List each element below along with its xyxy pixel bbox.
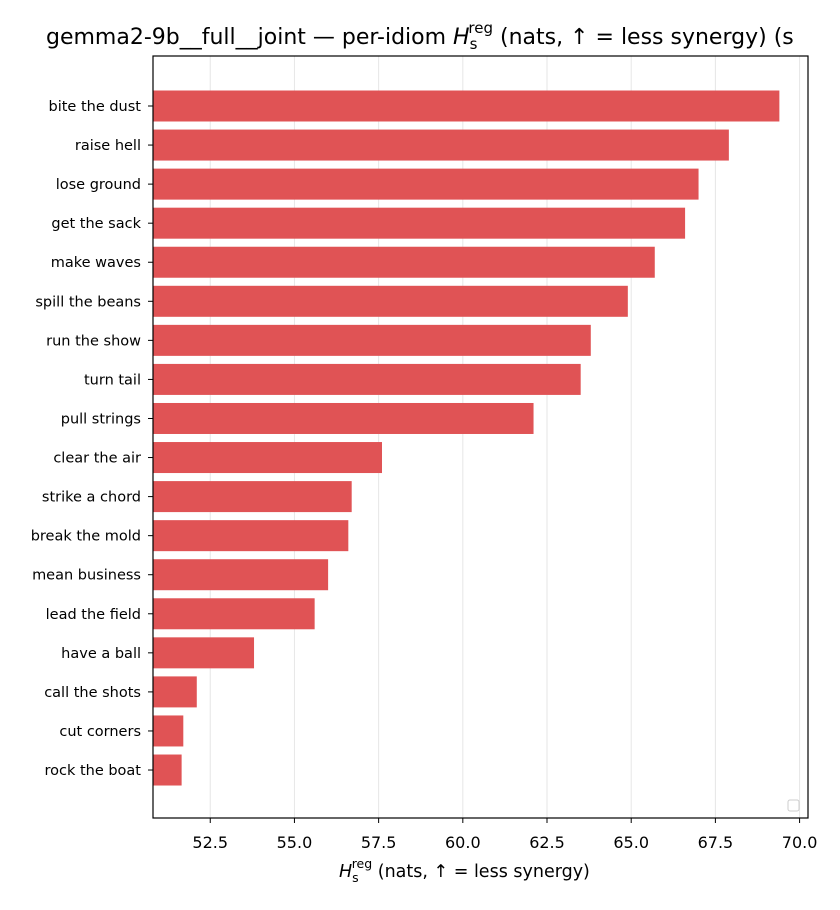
x-tick-label: 57.5 <box>361 833 397 852</box>
y-tick-label: pull strings <box>61 411 141 427</box>
y-tick-label: break the mold <box>31 529 141 545</box>
bar <box>153 481 352 513</box>
bar <box>153 676 197 708</box>
bar <box>153 90 780 122</box>
x-tick-label: 67.5 <box>698 833 734 852</box>
bar <box>153 168 699 200</box>
chart-title: gemma2-9b__full__joint — per-idiom Hsreg… <box>46 19 794 53</box>
y-tick-label: make waves <box>51 255 141 271</box>
chart-title-symbol: H <box>453 25 470 50</box>
y-tick-label: raise hell <box>75 138 141 154</box>
plot-frame <box>152 55 809 819</box>
x-axis-label: Hsreg (nats, ↑ = less synergy) <box>339 856 590 885</box>
y-tick-label: have a ball <box>61 646 141 662</box>
x-axis-label-sub: s <box>352 870 359 885</box>
y-axis-ticks: bite the dust raise hell lose ground get th… <box>31 99 153 779</box>
y-tick-label: run the show <box>46 333 141 349</box>
bar <box>153 442 382 474</box>
bar <box>153 207 686 239</box>
bar <box>153 754 182 786</box>
legend-box <box>787 799 800 812</box>
bar <box>153 715 184 747</box>
y-tick-label: call the shots <box>44 685 141 701</box>
x-tick-label: 55.0 <box>277 833 313 852</box>
x-tick-label: 70.0 <box>782 833 818 852</box>
x-tick-label: 65.0 <box>613 833 649 852</box>
y-tick-label: rock the boat <box>44 763 141 779</box>
y-tick-label: spill the beans <box>35 294 141 310</box>
bar <box>153 246 655 278</box>
chart-title-suffix: (nats, ↑ = less synergy) (s <box>493 25 794 50</box>
bar <box>153 637 255 669</box>
y-tick-label: strike a chord <box>42 490 141 506</box>
bar <box>153 129 729 161</box>
x-axis-label-symbol: H <box>339 862 352 882</box>
bar <box>153 285 628 317</box>
y-tick-label: bite the dust <box>49 99 142 115</box>
chart-title-prefix: gemma2-9b__full__joint — per-idiom <box>46 25 453 50</box>
x-axis-label-sup: reg <box>352 856 373 871</box>
y-tick-label: mean business <box>32 568 141 584</box>
x-axis-ticks: 52.5 55.0 57.5 60.0 62.5 65.0 67.5 70.0 <box>192 818 817 852</box>
y-tick-label: lose ground <box>56 177 141 193</box>
y-tick-label: clear the air <box>53 451 141 467</box>
chart-title-sup: reg <box>468 19 493 37</box>
bar <box>153 363 581 395</box>
bar <box>153 559 329 591</box>
x-tick-label: 62.5 <box>529 833 565 852</box>
bar <box>153 598 315 630</box>
chart-title-sub: s <box>470 35 478 53</box>
bars <box>153 90 780 786</box>
y-tick-label: get the sack <box>51 216 141 232</box>
x-axis-label-suffix: (nats, ↑ = less synergy) <box>372 862 590 882</box>
y-tick-label: cut corners <box>59 724 141 740</box>
y-tick-label: lead the field <box>46 607 141 623</box>
x-tick-label: 60.0 <box>445 833 481 852</box>
bar <box>153 520 349 552</box>
y-tick-label: turn tail <box>84 372 141 388</box>
x-tick-label: 52.5 <box>192 833 228 852</box>
bar <box>153 402 534 434</box>
bar <box>153 324 591 356</box>
